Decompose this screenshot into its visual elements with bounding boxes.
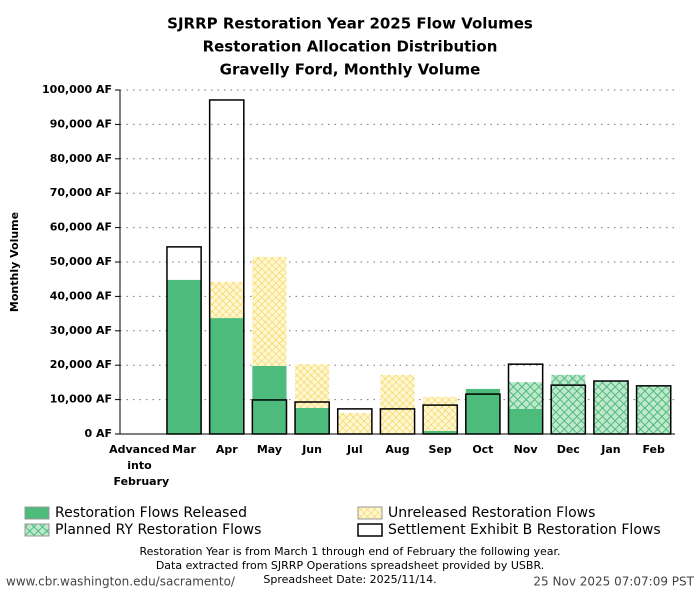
y-tick-label: 60,000 AF	[50, 221, 112, 234]
x-tick-label: Mar	[172, 443, 196, 456]
x-tick-label: Sep	[429, 443, 452, 456]
y-tick-label: 0 AF	[84, 427, 112, 440]
x-tick-label: Jul	[346, 443, 363, 456]
y-tick-label: 10,000 AF	[50, 393, 112, 406]
x-tick-label: Feb	[642, 443, 665, 456]
bar-segment	[508, 408, 543, 434]
y-tick-label: 90,000 AF	[50, 117, 112, 130]
note: Spreadsheet Date: 2025/11/14.	[263, 573, 436, 586]
bar-segment	[295, 364, 330, 408]
note: Data extracted from SJRRP Operations spr…	[156, 559, 544, 572]
y-tick-label: 20,000 AF	[50, 358, 112, 371]
y-tick-label: 30,000 AF	[50, 324, 112, 337]
y-tick-label: 70,000 AF	[50, 186, 112, 199]
x-tick-label: Jun	[301, 443, 322, 456]
timestamp: 25 Nov 2025 07:07:09 PST	[533, 575, 694, 589]
chart-title: SJRRP Restoration Year 2025 Flow Volumes	[167, 15, 533, 33]
bar-segment	[166, 279, 202, 434]
x-tick-label: Oct	[472, 443, 493, 456]
bar-segment	[423, 430, 458, 434]
bar-segment	[508, 382, 543, 409]
bar-segment	[465, 388, 500, 434]
legend-label: Restoration Flows Released	[55, 505, 247, 521]
bar-segment	[337, 413, 372, 434]
legend-swatch	[357, 523, 383, 537]
y-tick-label: 50,000 AF	[50, 255, 112, 268]
x-tick-label: Nov	[514, 443, 539, 456]
bar-segment	[593, 381, 629, 434]
bar-segment	[295, 407, 330, 434]
bar-segment	[636, 385, 671, 434]
bar-segment	[209, 318, 244, 434]
legend-swatch	[357, 506, 383, 520]
y-tick-label: 40,000 AF	[50, 289, 112, 302]
bar-segment	[209, 281, 244, 319]
chart-subtitle: Restoration Allocation Distribution	[203, 38, 498, 56]
note: Restoration Year is from March 1 through…	[139, 545, 560, 558]
y-tick-label: 80,000 AF	[50, 152, 112, 165]
source: www.cbr.washington.edu/sacramento/	[6, 575, 236, 589]
y-tick-label: 100,000 AF	[42, 83, 112, 96]
legend-label: Settlement Exhibit B Restoration Flows	[388, 522, 661, 538]
bar-segment	[380, 374, 415, 434]
x-tick-label: Dec	[557, 443, 580, 456]
y-axis-label: Monthly Volume	[8, 212, 21, 312]
x-tick-label: Jan	[600, 443, 620, 456]
x-tick-label: Apr	[216, 443, 238, 456]
legend-swatch	[24, 523, 50, 537]
x-tick-label: Aug	[385, 443, 409, 456]
bar-segment	[551, 374, 586, 434]
chart-subtitle: Gravelly Ford, Monthly Volume	[220, 61, 481, 79]
legend-label: Unreleased Restoration Flows	[388, 505, 595, 521]
bar-segment	[252, 256, 287, 366]
x-tick-label: May	[257, 443, 282, 456]
legend-swatch	[24, 506, 50, 520]
bar-segment	[423, 396, 458, 431]
legend-label: Planned RY Restoration Flows	[55, 522, 261, 538]
x-tick-label: Advanced into February	[109, 443, 174, 488]
